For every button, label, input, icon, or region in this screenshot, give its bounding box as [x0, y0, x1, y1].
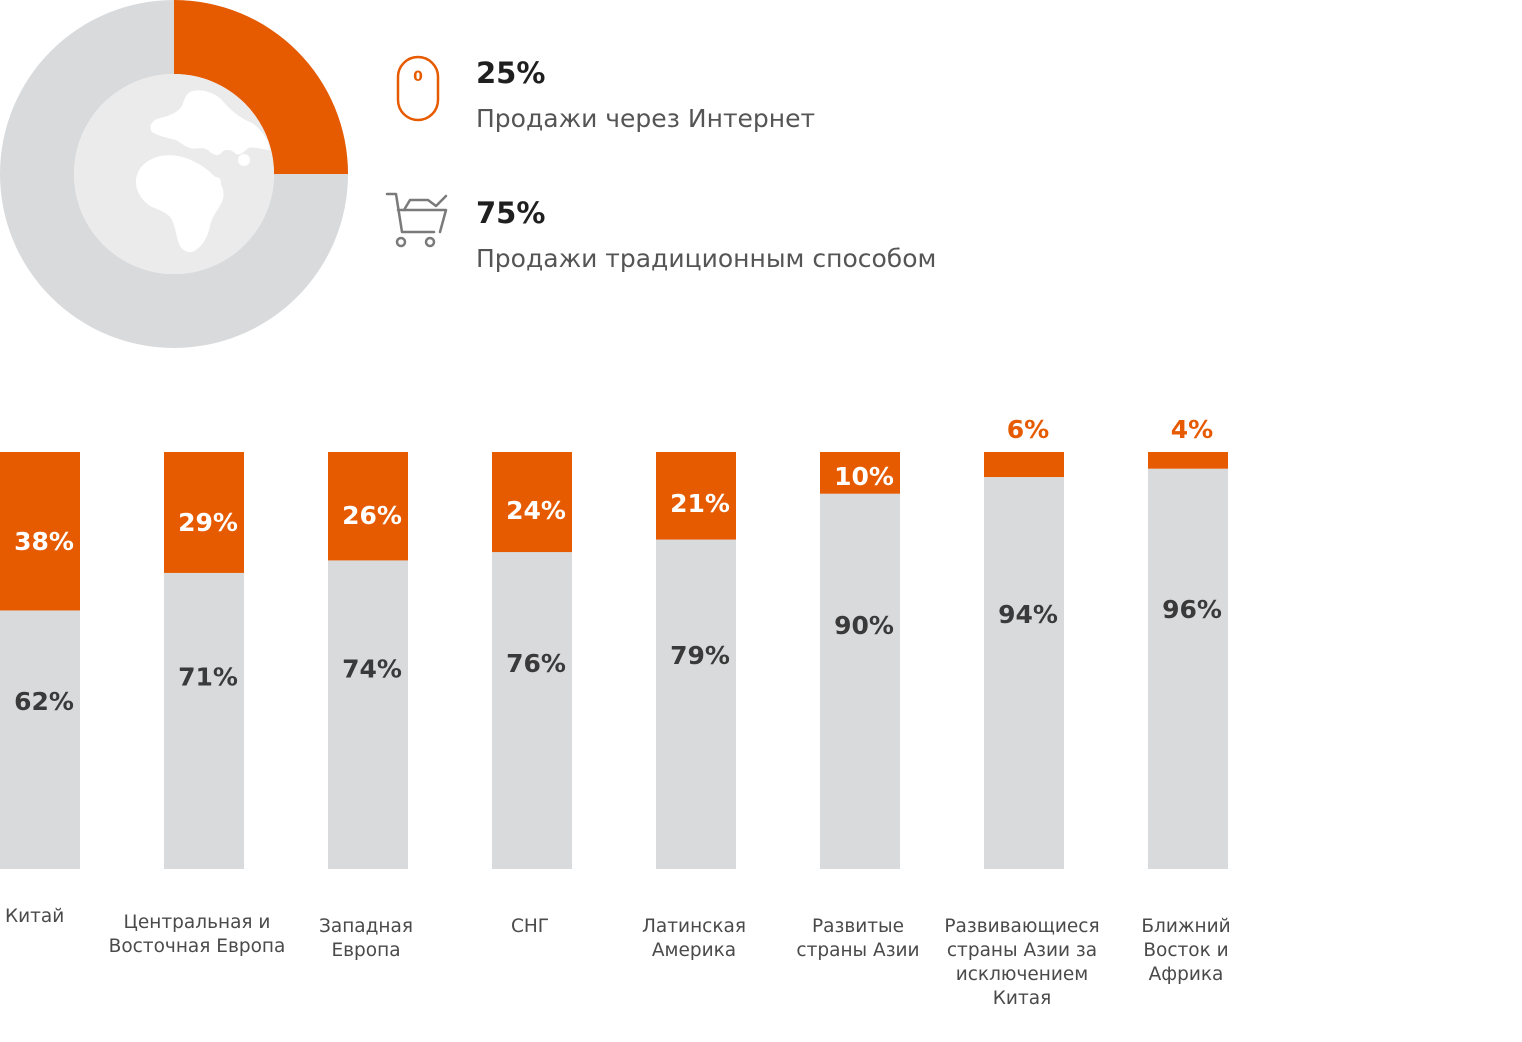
category-label-line: исключением — [956, 964, 1089, 985]
bar-online-label: 24% — [506, 496, 566, 525]
bar-online — [1148, 452, 1228, 469]
bar-group: 24% 76% СНГ — [492, 452, 572, 937]
bar-online — [820, 452, 900, 494]
legend-online-percent: 25% — [476, 56, 545, 90]
bar-group: 10% 90% Развитые страны Азии — [796, 452, 920, 961]
bar-group: 29% 71% Центральная и Восточная Европа — [109, 452, 286, 957]
globe-icon — [74, 74, 274, 274]
bar-group: 4% 96% Ближний Восток и Африка — [1141, 415, 1230, 985]
category-label: Развитые страны Азии — [796, 916, 919, 961]
bar-traditional-label: 79% — [670, 641, 730, 670]
bar-traditional-label: 96% — [1162, 595, 1222, 624]
mouse-icon-digit: 0 — [413, 69, 423, 85]
bar-online-label: 29% — [178, 508, 238, 537]
bar-online — [328, 452, 408, 561]
category-label-line: Ближний — [1141, 916, 1230, 937]
bar-group: 6% 94% Развивающиеся страны Азии за исключен… — [944, 415, 1099, 1009]
bar-traditional-label: 90% — [834, 611, 894, 640]
legend-online-label: Продажи через Интернет — [476, 104, 815, 133]
bar-online-label: 26% — [342, 501, 402, 530]
bar-traditional-label: 76% — [506, 649, 566, 678]
bar-traditional-label: 94% — [998, 600, 1058, 629]
bar-group: 21% 79% Латинская Америка — [642, 452, 746, 961]
legend-traditional-percent: 75% — [476, 196, 545, 230]
bar-online — [492, 452, 572, 553]
legend-item-traditional: 75% Продажи традиционным способом — [385, 192, 936, 273]
category-label-line: Китая — [993, 988, 1051, 1009]
category-label: СНГ — [511, 916, 549, 937]
category-label-line: СНГ — [511, 916, 549, 937]
bar-traditional — [0, 610, 80, 869]
bar-group: 26% 74% Западная Европа — [319, 452, 413, 961]
bar-online — [656, 452, 736, 540]
bar-traditional — [328, 560, 408, 869]
legend-traditional-label: Продажи традиционным способом — [476, 244, 936, 273]
bar-traditional — [1148, 468, 1228, 869]
category-label-line: Центральная и — [124, 912, 271, 933]
bar-online-label: 21% — [670, 489, 730, 518]
category-label-line: Западная — [319, 916, 413, 937]
category-label-line: Восток и — [1143, 940, 1228, 961]
category-label-line: Развивающиеся — [944, 916, 1099, 937]
bar-online-label: 38% — [14, 527, 74, 556]
bar-group: 38% 62% Китай — [0, 452, 80, 927]
category-label: Западная Европа — [319, 916, 413, 961]
category-label: Латинская Америка — [642, 916, 746, 961]
category-label: Ближний Восток и Африка — [1141, 916, 1230, 985]
donut-chart — [0, 0, 348, 348]
category-label-line: страны Азии — [796, 940, 919, 961]
bar-traditional — [656, 539, 736, 869]
bar-online-label: 4% — [1171, 415, 1213, 444]
category-label-line: Восточная Европа — [109, 936, 286, 957]
category-label: Китай — [5, 906, 64, 927]
category-label-line: Америка — [652, 940, 736, 961]
category-label-line: страны Азии за — [947, 940, 1097, 961]
bar-traditional — [492, 552, 572, 869]
category-label-line: Европа — [331, 940, 400, 961]
bar-traditional-label: 74% — [342, 654, 402, 683]
category-label-line: Африка — [1149, 964, 1224, 985]
bar-online — [164, 452, 244, 573]
stacked-bar-chart: 38% 62% Китай 29% 71% Центральная и Восточная … — [0, 415, 1231, 1009]
legend-item-online: 0 25% Продажи через Интернет — [396, 55, 815, 133]
bar-traditional — [164, 572, 244, 869]
bar-online-label: 10% — [834, 462, 894, 491]
category-label-line: Китай — [5, 906, 64, 927]
shopping-cart-icon — [385, 192, 448, 248]
bar-online — [984, 452, 1064, 478]
legend: 0 25% Продажи через Интернет 75% Продажи… — [385, 55, 936, 273]
bar-traditional-label: 62% — [14, 687, 74, 716]
category-label-line: Латинская — [642, 916, 746, 937]
category-label: Развивающиеся страны Азии за исключением Ки… — [944, 916, 1099, 1009]
bar-traditional — [984, 477, 1064, 869]
category-label-line: Развитые — [812, 916, 904, 937]
category-label: Центральная и Восточная Европа — [109, 912, 286, 957]
bar-traditional-label: 71% — [178, 663, 238, 692]
mouse-icon: 0 — [396, 55, 440, 122]
bar-online-label: 6% — [1007, 415, 1049, 444]
bar-traditional — [820, 493, 900, 869]
bar-online — [0, 452, 80, 611]
